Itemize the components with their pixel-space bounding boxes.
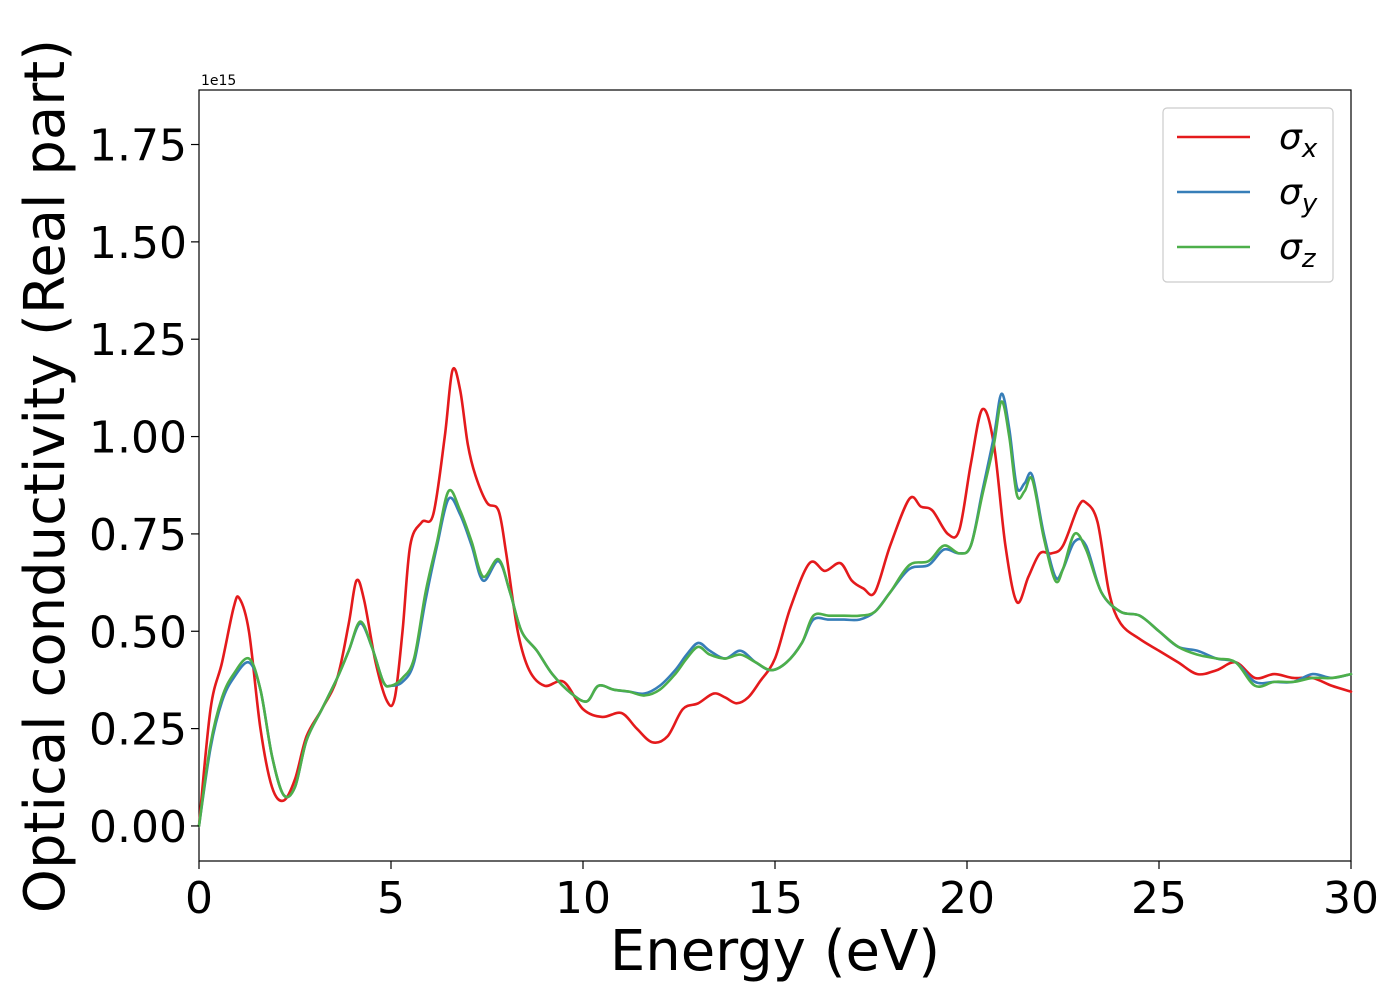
- x-axis: 0 5 10 15 20 25 30: [185, 861, 1379, 924]
- y-offset-label: 1e15: [201, 73, 236, 89]
- series-line-x: [197, 367, 1353, 828]
- y-tick-label: 0.75: [89, 510, 187, 561]
- legend: σx σy σz: [1162, 107, 1334, 283]
- legend-label-z: σz: [1279, 227, 1317, 274]
- x-tick-label: 20: [939, 873, 995, 924]
- series-line-z: [197, 400, 1353, 828]
- y-axis: 0.00 0.25 0.50 0.75 1.00 1.25 1.50 1.75: [89, 121, 199, 853]
- plot-area: [198, 89, 1352, 862]
- y-tick-label: 1.75: [89, 121, 187, 172]
- series-layer: [197, 367, 1353, 828]
- x-tick-label: 25: [1131, 873, 1187, 924]
- y-tick-label: 1.50: [89, 218, 187, 269]
- legend-label-y: σy: [1279, 172, 1318, 219]
- x-tick-label: 30: [1323, 873, 1379, 924]
- y-tick-label: 0.25: [89, 705, 187, 756]
- legend-frame: [1162, 107, 1334, 283]
- legend-label-x: σx: [1279, 117, 1318, 164]
- y-tick-label: 0.00: [89, 802, 187, 853]
- y-axis-title: Optical conductivity (Real part): [13, 39, 78, 913]
- y-tick-label: 1.25: [89, 315, 187, 366]
- y-tick-label: 1.00: [89, 413, 187, 464]
- x-tick-label: 5: [377, 873, 405, 924]
- x-tick-label: 0: [185, 873, 213, 924]
- x-tick-label: 15: [747, 873, 803, 924]
- x-tick-label: 10: [555, 873, 611, 924]
- x-axis-title: Energy (eV): [610, 919, 940, 984]
- y-tick-label: 0.50: [89, 607, 187, 658]
